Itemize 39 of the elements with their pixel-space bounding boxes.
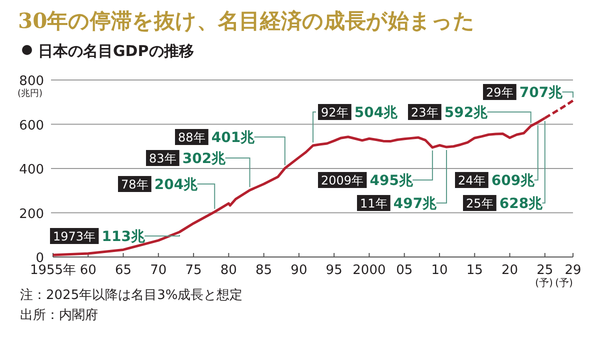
y-tick-label: 800 xyxy=(19,74,44,89)
y-tick-label: 400 xyxy=(19,162,44,178)
x-tick-label: 80 xyxy=(220,263,237,278)
annotation: 83年 302兆 xyxy=(149,151,227,167)
annotation: 25年 628兆 xyxy=(466,196,544,212)
x-tick-label: 60 xyxy=(80,263,96,278)
x-tick-label: 90 xyxy=(290,263,308,278)
y-axis-title: (兆円) xyxy=(17,88,43,99)
y-tick-label: 200 xyxy=(19,206,44,222)
y-tick-label: 600 xyxy=(19,118,44,134)
annotation: 23年 592兆 xyxy=(411,105,489,121)
annotation: 2009年 495兆 xyxy=(321,173,414,189)
text: 注：2025年以降は名目3%成長と想定 xyxy=(20,288,243,303)
annotation: 11年 497兆 xyxy=(360,196,438,212)
y-tick-label: 0 xyxy=(36,251,44,266)
annotation: 78年 204兆 xyxy=(121,177,199,193)
x-tick-label: 75 xyxy=(185,263,202,278)
x-tick-label: 70 xyxy=(150,263,167,278)
x-tick-label: 85 xyxy=(256,263,272,278)
x-tick-label: 25 xyxy=(536,263,554,278)
chart-subtitle: 日本の名目GDPの推移 xyxy=(38,42,194,60)
x-tick-label: 95 xyxy=(326,263,342,278)
x-tick-label: 1955年 xyxy=(30,263,76,278)
annotation: 29年 707兆 xyxy=(486,85,564,101)
chart-title: 30年の停滞を抜け、名目経済の成長が始まった xyxy=(18,8,476,33)
x-tick-label: 10 xyxy=(431,263,448,278)
annotation: 1973年 113兆 xyxy=(53,229,146,245)
annotation: 92年 504兆 xyxy=(321,105,399,121)
text: 出所：内閣府 xyxy=(20,307,98,323)
x-tick-label: 29 xyxy=(564,263,582,278)
annotation: 24年 609兆 xyxy=(458,173,536,189)
x-tick-label: 15 xyxy=(466,263,483,278)
x-tick-label: 2000 xyxy=(352,263,386,278)
text: (予) xyxy=(555,278,573,289)
x-tick-label: 65 xyxy=(114,263,132,278)
x-tick-label: 05 xyxy=(396,263,413,278)
annotation: 88年 401兆 xyxy=(178,130,256,146)
x-tick-label: 20 xyxy=(501,263,518,278)
text: (予) xyxy=(535,278,553,289)
